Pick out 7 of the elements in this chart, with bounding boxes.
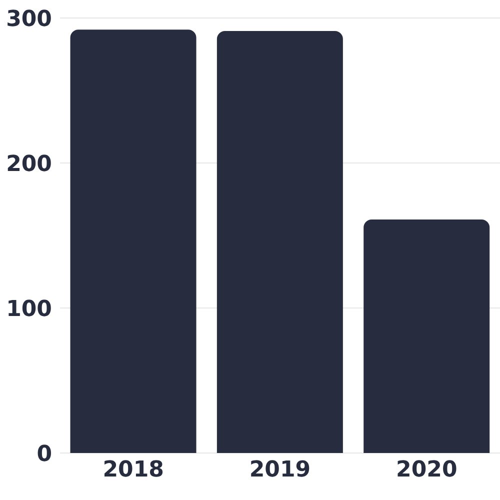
x-tick-label: 2020	[396, 458, 458, 483]
y-tick-label: 0	[36, 442, 52, 467]
x-tick-label: 2018	[102, 458, 164, 483]
x-tick-label: 2019	[249, 458, 311, 483]
y-tick-label: 300	[6, 6, 52, 32]
y-tick-label: 200	[6, 152, 52, 177]
y-tick-label: 100	[6, 296, 52, 322]
